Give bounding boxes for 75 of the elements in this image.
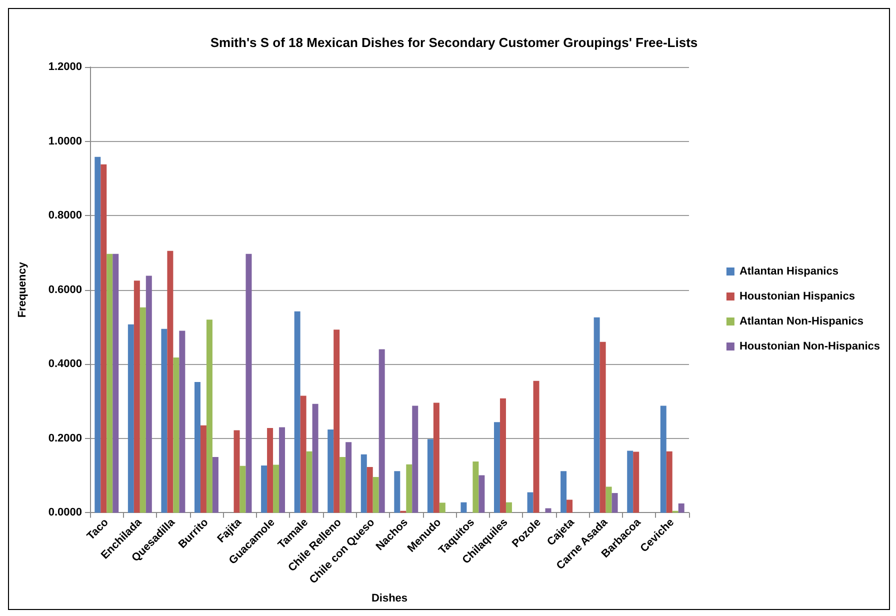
legend-label: Atlantan Hispanics <box>739 266 838 278</box>
bar <box>300 396 306 513</box>
bar <box>112 254 119 513</box>
bar <box>267 428 274 513</box>
bar <box>234 430 240 513</box>
legend-label: Houstonian Non-Hispanics <box>739 340 880 352</box>
bar <box>627 450 634 513</box>
bar <box>94 156 101 513</box>
bar <box>527 492 534 513</box>
bar <box>472 461 479 513</box>
bar <box>146 276 152 513</box>
bar <box>633 452 640 513</box>
bar <box>594 317 600 513</box>
bar <box>427 439 434 513</box>
bar <box>478 475 485 513</box>
bar <box>494 422 500 513</box>
bar <box>612 493 618 513</box>
bar <box>545 508 552 513</box>
bar <box>660 406 666 513</box>
bar <box>566 500 573 513</box>
bar <box>312 404 318 513</box>
bar <box>340 457 346 513</box>
bar <box>134 280 140 513</box>
bar <box>328 430 334 513</box>
y-tick-label: 1.2000 <box>48 61 82 73</box>
bar <box>378 349 385 513</box>
bar <box>500 398 506 513</box>
bar <box>678 503 684 513</box>
y-tick-label: 0.8000 <box>48 210 82 222</box>
bar <box>666 451 672 513</box>
bar <box>372 477 379 513</box>
y-axis-title: Frequency <box>16 261 28 318</box>
y-tick-label: 0.2000 <box>48 432 82 444</box>
bar <box>128 324 134 513</box>
bar <box>606 486 612 513</box>
bar <box>533 380 540 513</box>
y-tick-label: 0.4000 <box>48 358 82 370</box>
bar <box>167 250 174 513</box>
bar <box>460 502 467 513</box>
bar <box>200 425 206 513</box>
y-tick-label: 0.0000 <box>48 506 82 519</box>
x-axis-title: Dishes <box>371 592 408 604</box>
bar <box>346 442 352 513</box>
bar <box>360 454 367 513</box>
bar <box>306 451 312 513</box>
bar <box>161 328 168 513</box>
legend-label: Houstonian Hispanics <box>739 290 855 302</box>
bar <box>406 464 412 513</box>
bar <box>394 471 400 513</box>
bar <box>261 466 268 513</box>
bar <box>240 466 246 513</box>
bar <box>279 427 286 513</box>
bar <box>212 457 218 513</box>
legend-label: Atlantan Non-Hispanics <box>739 316 864 328</box>
bar <box>334 330 340 513</box>
bar <box>206 320 212 513</box>
bar <box>412 406 418 513</box>
bar <box>106 254 113 513</box>
bar <box>366 467 373 513</box>
bar <box>100 164 107 513</box>
bar <box>439 502 446 513</box>
bar <box>173 357 180 513</box>
bar <box>560 471 567 513</box>
bar <box>433 402 440 513</box>
bar <box>273 464 280 513</box>
bar <box>179 330 186 513</box>
bar <box>506 502 512 513</box>
bar <box>194 382 200 513</box>
bar <box>294 311 300 513</box>
bar <box>246 254 252 513</box>
bar <box>600 342 606 513</box>
y-tick-label: 1.0000 <box>48 135 82 148</box>
chart-title: Smith's S of 18 Mexican Dishes for Secondary Customer Groupings' Free-Lists <box>210 35 698 50</box>
bar <box>140 307 146 513</box>
y-tick-label: 0.6000 <box>48 284 82 296</box>
